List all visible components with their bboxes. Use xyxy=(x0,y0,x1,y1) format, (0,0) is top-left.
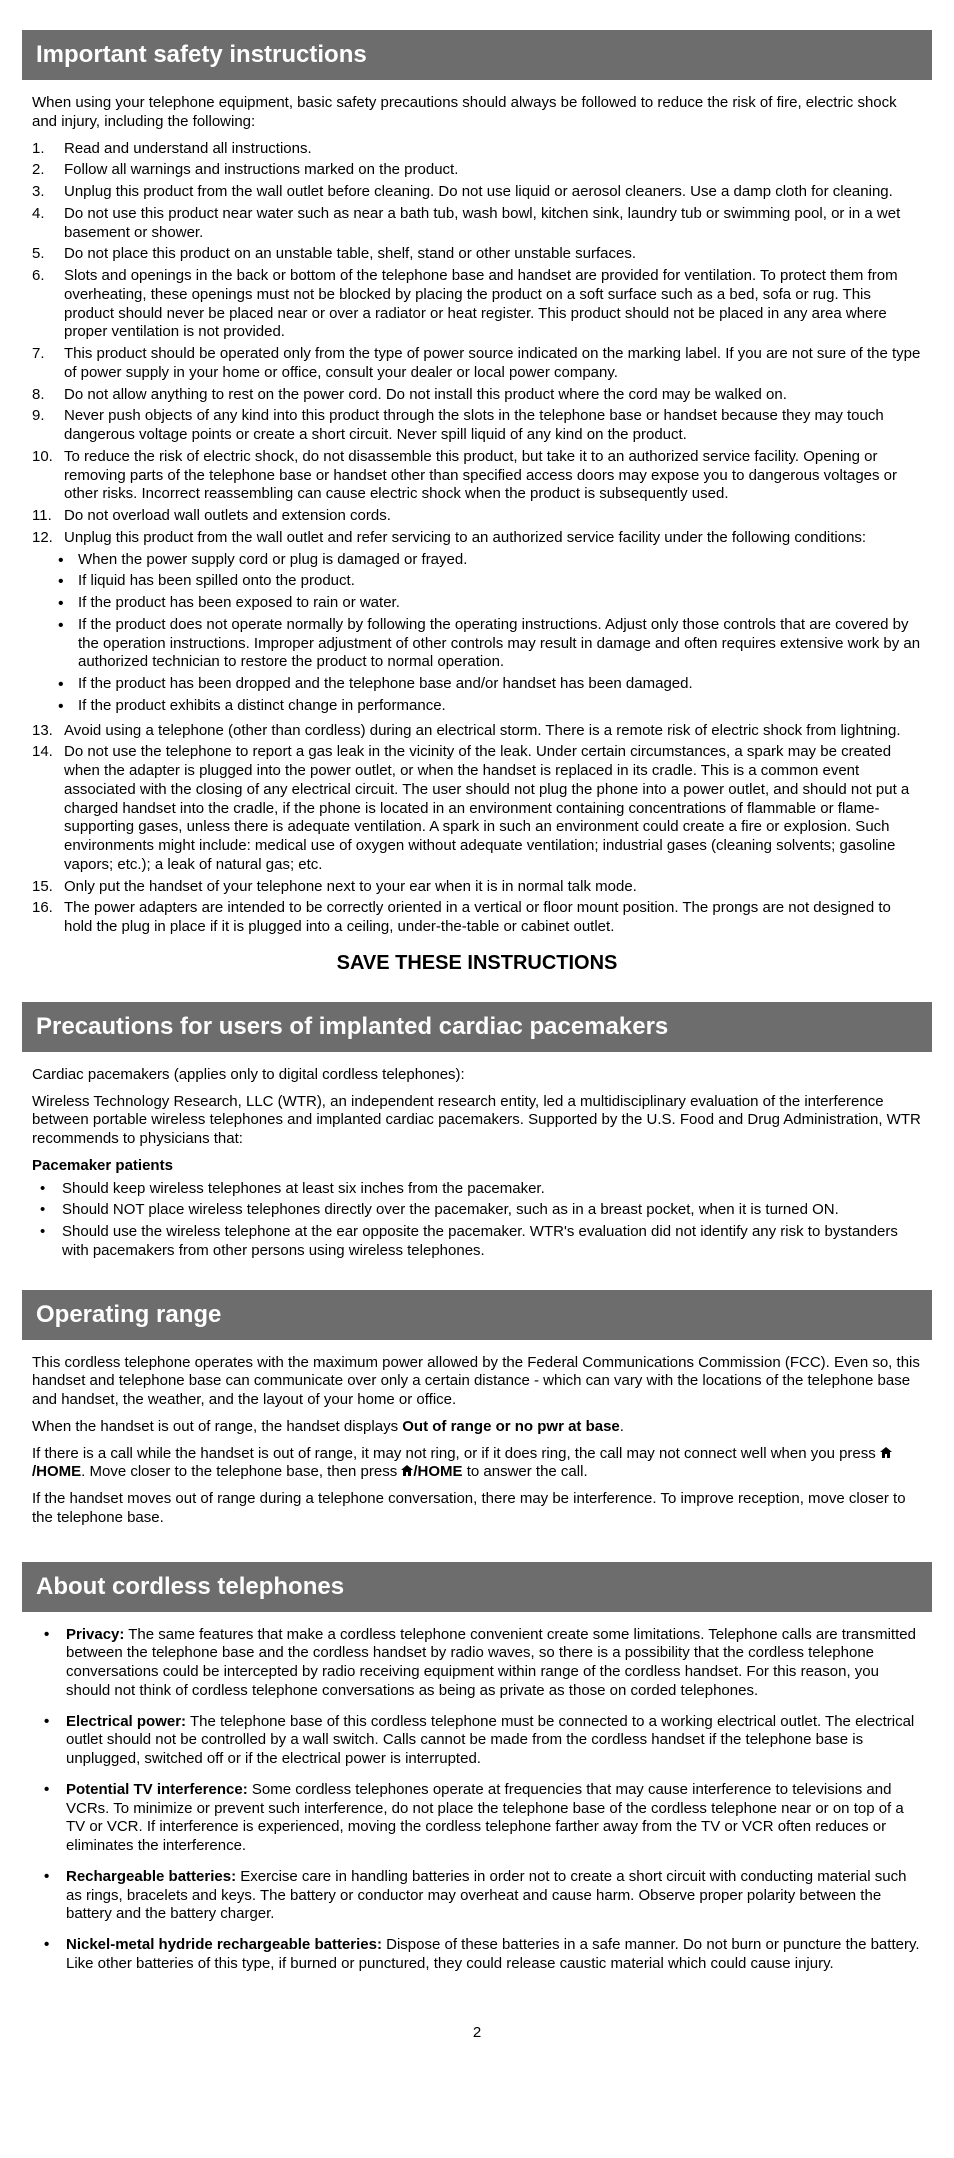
safety-list: 1.Read and understand all instructions. … xyxy=(22,140,932,937)
list-item: Rechargeable batteries: Exercise care in… xyxy=(44,1868,922,1924)
list-item: 16.The power adapters are intended to be… xyxy=(32,899,922,937)
list-item: Privacy: The same features that make a c… xyxy=(44,1626,922,1701)
range-p4: If the handset moves out of range during… xyxy=(22,1490,932,1528)
bold-text: /HOME xyxy=(413,1463,462,1480)
range-p2: When the handset is out of range, the ha… xyxy=(22,1418,932,1437)
list-text: The power adapters are intended to be co… xyxy=(64,899,922,937)
list-text: Never push objects of any kind into this… xyxy=(64,407,922,445)
range-p3: If there is a call while the handset is … xyxy=(22,1445,932,1483)
body-text: The same features that make a cordless t… xyxy=(66,1626,916,1699)
sublist-item: If liquid has been spilled onto the prod… xyxy=(58,572,922,591)
section-header-range: Operating range xyxy=(22,1290,932,1340)
pacemaker-p2: Wireless Technology Research, LLC (WTR),… xyxy=(22,1093,932,1149)
list-text: Do not overload wall outlets and extensi… xyxy=(64,507,922,526)
text-fragment: . xyxy=(620,1418,624,1435)
section-header-about: About cordless telephones xyxy=(22,1562,932,1612)
list-text: Only put the handset of your telephone n… xyxy=(64,878,922,897)
sublist-item: If the product does not operate normally… xyxy=(58,616,922,672)
section-header-pacemaker: Precautions for users of implanted cardi… xyxy=(22,1002,932,1052)
list-number: 7. xyxy=(32,345,64,383)
pacemaker-list: Should keep wireless telephones at least… xyxy=(22,1180,932,1261)
list-item: 13.Avoid using a telephone (other than c… xyxy=(32,722,922,741)
text-fragment: If there is a call while the handset is … xyxy=(32,1445,880,1462)
list-item: 9.Never push objects of any kind into th… xyxy=(32,407,922,445)
text-fragment: . Move closer to the telephone base, the… xyxy=(81,1463,401,1480)
list-text: Do not place this product on an unstable… xyxy=(64,245,922,264)
text-fragment: When the handset is out of range, the ha… xyxy=(32,1418,402,1435)
list-item: 7.This product should be operated only f… xyxy=(32,345,922,383)
list-number: 16. xyxy=(32,899,64,937)
list-item: 3.Unplug this product from the wall outl… xyxy=(32,183,922,202)
sublist-item: When the power supply cord or plug is da… xyxy=(58,551,922,570)
page-number: 2 xyxy=(22,2024,932,2043)
pacemaker-subheading: Pacemaker patients xyxy=(22,1157,932,1176)
list-text: To reduce the risk of electric shock, do… xyxy=(64,448,922,504)
list-number: 10. xyxy=(32,448,64,504)
list-text: Read and understand all instructions. xyxy=(64,140,922,159)
list-text: Do not allow anything to rest on the pow… xyxy=(64,386,922,405)
list-item: Should use the wireless telephone at the… xyxy=(40,1223,922,1261)
list-item: Should keep wireless telephones at least… xyxy=(40,1180,922,1199)
list-number: 9. xyxy=(32,407,64,445)
list-text: Unplug this product from the wall outlet… xyxy=(64,183,922,202)
list-text-inner: Unplug this product from the wall outlet… xyxy=(64,529,866,546)
list-number: 15. xyxy=(32,878,64,897)
list-item: 6.Slots and openings in the back or bott… xyxy=(32,267,922,342)
list-number: 2. xyxy=(32,161,64,180)
list-item: 2.Follow all warnings and instructions m… xyxy=(32,161,922,180)
about-list: Privacy: The same features that make a c… xyxy=(22,1626,932,1974)
list-item: 5.Do not place this product on an unstab… xyxy=(32,245,922,264)
section-header-safety: Important safety instructions xyxy=(22,30,932,80)
bold-text: Out of range or no pwr at base xyxy=(402,1418,620,1435)
list-item: 10.To reduce the risk of electric shock,… xyxy=(32,448,922,504)
list-number: 13. xyxy=(32,722,64,741)
list-item: 1.Read and understand all instructions. xyxy=(32,140,922,159)
sublist-item: If the product exhibits a distinct chang… xyxy=(58,697,922,716)
save-instructions: SAVE THESE INSTRUCTIONS xyxy=(22,951,932,976)
lead-text: Privacy: xyxy=(66,1626,124,1643)
list-text: Do not use this product near water such … xyxy=(64,205,922,243)
list-number: 5. xyxy=(32,245,64,264)
list-number: 6. xyxy=(32,267,64,342)
body-text: The telephone base of this cordless tele… xyxy=(66,1713,914,1768)
safety-intro: When using your telephone equipment, bas… xyxy=(22,94,932,132)
list-number: 1. xyxy=(32,140,64,159)
list-item: Electrical power: The telephone base of … xyxy=(44,1713,922,1769)
range-p1: This cordless telephone operates with th… xyxy=(22,1354,932,1410)
list-item: Should NOT place wireless telephones dir… xyxy=(40,1201,922,1220)
list-text: Unplug this product from the wall outlet… xyxy=(64,529,922,719)
list-text: Avoid using a telephone (other than cord… xyxy=(64,722,922,741)
list-item: Potential TV interference: Some cordless… xyxy=(44,1781,922,1856)
home-icon xyxy=(880,1447,892,1458)
home-icon xyxy=(401,1465,413,1476)
lead-text: Electrical power: xyxy=(66,1713,186,1730)
text-fragment: to answer the call. xyxy=(463,1463,588,1480)
list-number: 4. xyxy=(32,205,64,243)
list-number: 14. xyxy=(32,743,64,874)
lead-text: Rechargeable batteries: xyxy=(66,1868,236,1885)
lead-text: Nickel-metal hydride rechargeable batter… xyxy=(66,1936,382,1953)
list-item: Nickel-metal hydride rechargeable batter… xyxy=(44,1936,922,1974)
list-number: 3. xyxy=(32,183,64,202)
list-number: 11. xyxy=(32,507,64,526)
list-number: 8. xyxy=(32,386,64,405)
list-item: 4.Do not use this product near water suc… xyxy=(32,205,922,243)
lead-text: Potential TV interference: xyxy=(66,1781,248,1798)
list-item: 14.Do not use the telephone to report a … xyxy=(32,743,922,874)
safety-sublist: When the power supply cord or plug is da… xyxy=(58,551,922,716)
sublist-item: If the product has been exposed to rain … xyxy=(58,594,922,613)
list-item: 8.Do not allow anything to rest on the p… xyxy=(32,386,922,405)
list-item: 15.Only put the handset of your telephon… xyxy=(32,878,922,897)
list-text: Follow all warnings and instructions mar… xyxy=(64,161,922,180)
list-text: Do not use the telephone to report a gas… xyxy=(64,743,922,874)
list-item: 11.Do not overload wall outlets and exte… xyxy=(32,507,922,526)
sublist-item: If the product has been dropped and the … xyxy=(58,675,922,694)
list-item: 12. Unplug this product from the wall ou… xyxy=(32,529,922,719)
list-text: This product should be operated only fro… xyxy=(64,345,922,383)
list-text: Slots and openings in the back or bottom… xyxy=(64,267,922,342)
bold-text: /HOME xyxy=(32,1463,81,1480)
pacemaker-p1: Cardiac pacemakers (applies only to digi… xyxy=(22,1066,932,1085)
